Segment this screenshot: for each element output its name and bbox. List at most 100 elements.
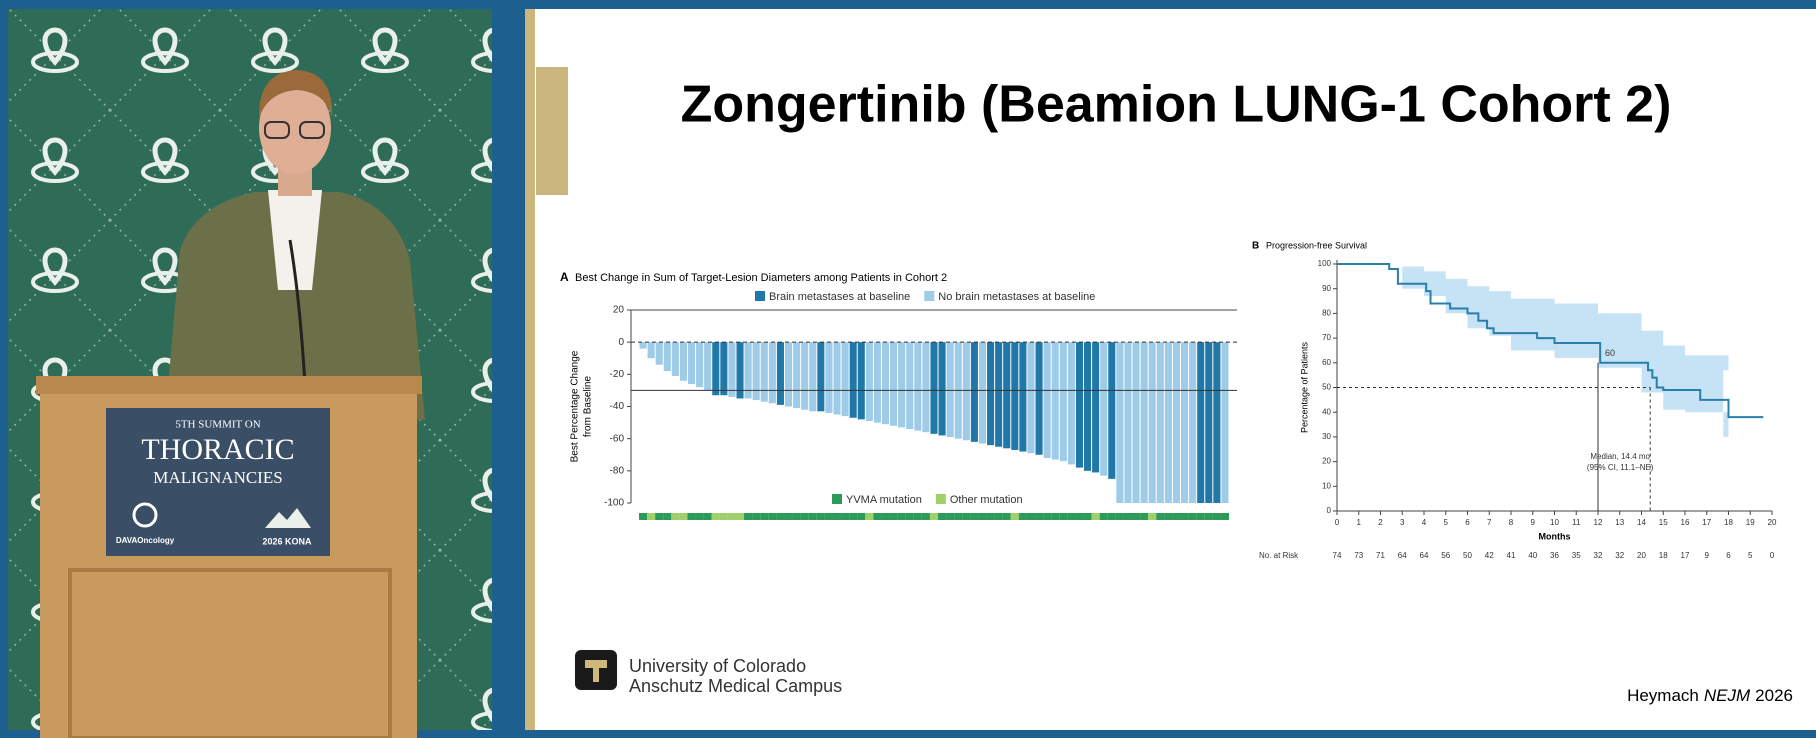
bar bbox=[825, 342, 833, 413]
bar bbox=[898, 342, 906, 428]
mutation-cell bbox=[857, 513, 866, 520]
bar bbox=[849, 342, 857, 418]
bar bbox=[922, 342, 930, 433]
mutation-cell bbox=[1051, 513, 1060, 520]
y-tick-label: 50 bbox=[1322, 383, 1331, 392]
bar bbox=[1124, 342, 1132, 503]
institution: University of Colorado bbox=[629, 656, 806, 676]
median-label: Median, 14.4 mo bbox=[1590, 452, 1650, 461]
citation-journal: NEJM bbox=[1704, 686, 1751, 705]
mutation-cell bbox=[1148, 513, 1157, 520]
mutation-cell bbox=[905, 513, 914, 520]
bar bbox=[1075, 342, 1084, 468]
y-tick-label: -100 bbox=[604, 498, 624, 509]
x-axis-label: Months bbox=[1539, 531, 1571, 541]
bar bbox=[1140, 342, 1148, 503]
sign-logo bbox=[132, 502, 158, 528]
jacket bbox=[165, 192, 425, 420]
bar bbox=[1189, 342, 1197, 503]
mutation-cell bbox=[986, 513, 995, 520]
mutation-cell bbox=[929, 513, 939, 520]
y-tick-label: 100 bbox=[1318, 259, 1332, 268]
x-tick-label: 6 bbox=[1465, 518, 1470, 527]
legend-label: YVMA mutation bbox=[846, 494, 922, 506]
speaker-video: 5TH SUMMIT ON THORACIC MALIGNANCIES DAVA… bbox=[8, 9, 492, 738]
y-tick-label: 0 bbox=[1327, 506, 1332, 515]
bar bbox=[760, 342, 768, 402]
risk-label: No. at Risk bbox=[1259, 551, 1299, 560]
mutation-cell bbox=[1091, 513, 1100, 520]
mutation-cell bbox=[1010, 513, 1019, 520]
chart-title: Progression-free Survival bbox=[1266, 240, 1367, 250]
sign-logo bbox=[265, 508, 311, 528]
legend-label: Brain metastases at baseline bbox=[769, 291, 910, 303]
bar bbox=[930, 342, 938, 434]
head bbox=[259, 82, 331, 174]
x-tick-label: 5 bbox=[1444, 518, 1449, 527]
bar bbox=[704, 342, 712, 391]
x-tick-label: 4 bbox=[1422, 518, 1427, 527]
podium-panel bbox=[68, 568, 392, 738]
bar bbox=[776, 342, 784, 405]
bar bbox=[857, 342, 865, 420]
mutation-cell bbox=[784, 513, 793, 520]
bar bbox=[809, 342, 817, 412]
bar bbox=[1100, 342, 1108, 476]
y-tick-label: 30 bbox=[1322, 432, 1331, 441]
x-tick-label: 15 bbox=[1659, 518, 1668, 527]
x-tick-label: 0 bbox=[1335, 518, 1340, 527]
y-tick-label: 0 bbox=[618, 337, 624, 348]
y-axis-label: Best Percentage Change bbox=[570, 350, 581, 462]
risk-count: 18 bbox=[1659, 551, 1668, 560]
glasses bbox=[299, 121, 325, 139]
bar bbox=[655, 342, 663, 365]
bar bbox=[946, 342, 954, 438]
x-tick-label: 3 bbox=[1400, 518, 1405, 527]
hair bbox=[258, 70, 333, 118]
y-tick-label: 40 bbox=[1322, 407, 1331, 416]
mutation-cell bbox=[897, 513, 906, 520]
risk-count: 6 bbox=[1726, 551, 1731, 560]
bar bbox=[1221, 342, 1229, 503]
bar bbox=[970, 342, 978, 442]
risk-count: 32 bbox=[1615, 551, 1624, 560]
mutation-cell bbox=[1172, 513, 1181, 520]
bar bbox=[914, 342, 922, 431]
bar bbox=[712, 342, 720, 396]
bar bbox=[752, 342, 760, 401]
mutation-cell bbox=[735, 513, 745, 520]
bar bbox=[1043, 342, 1051, 458]
citation-year: 2026 bbox=[1755, 686, 1793, 705]
mutation-cell bbox=[1156, 513, 1165, 520]
bar bbox=[881, 342, 890, 425]
mutation-cell bbox=[1115, 513, 1124, 520]
risk-count: 64 bbox=[1398, 551, 1407, 560]
mutation-cell bbox=[719, 513, 728, 520]
mutation-cell bbox=[994, 513, 1003, 520]
mutation-cell bbox=[1075, 513, 1084, 520]
bar bbox=[1019, 342, 1027, 452]
bar bbox=[1092, 342, 1100, 473]
bar bbox=[1116, 342, 1124, 503]
mutation-cell bbox=[865, 513, 874, 520]
risk-count: 74 bbox=[1333, 551, 1342, 560]
x-tick-label: 16 bbox=[1681, 518, 1690, 527]
bar bbox=[987, 342, 995, 446]
mutation-cell bbox=[663, 513, 672, 520]
bar bbox=[1059, 342, 1067, 462]
bar bbox=[1011, 342, 1019, 450]
mutation-cell bbox=[1099, 513, 1108, 520]
bar bbox=[744, 342, 752, 399]
mutation-cell bbox=[808, 513, 817, 520]
y-tick-label: -40 bbox=[610, 401, 625, 412]
x-tick-label: 9 bbox=[1531, 518, 1536, 527]
panel-label: A bbox=[560, 270, 569, 284]
mutation-cell bbox=[776, 513, 785, 520]
mutation-cell bbox=[1212, 513, 1221, 520]
risk-count: 50 bbox=[1463, 551, 1472, 560]
mutation-cell bbox=[1164, 513, 1173, 520]
mutation-cell bbox=[1140, 513, 1149, 520]
bar bbox=[1035, 342, 1043, 455]
bar bbox=[1027, 342, 1035, 454]
